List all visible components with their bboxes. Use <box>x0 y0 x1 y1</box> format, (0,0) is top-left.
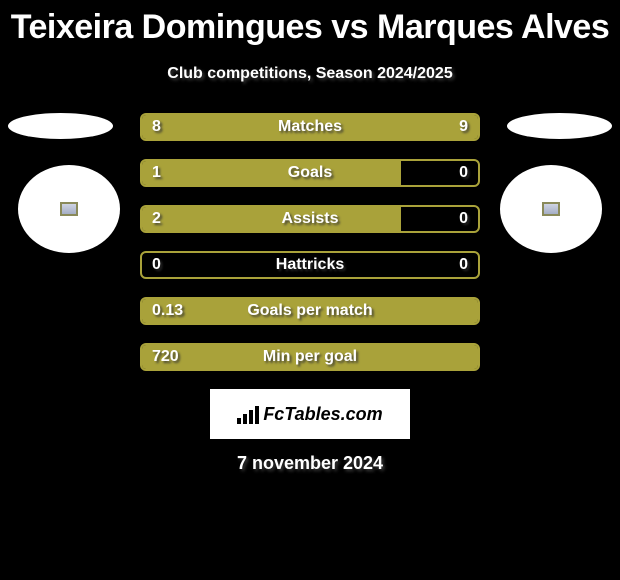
subtitle: Club competitions, Season 2024/2025 <box>0 65 620 83</box>
stat-label: Matches <box>278 118 342 136</box>
stat-right-value: 9 <box>459 118 468 136</box>
stat-row: 2 0 Assists <box>140 205 480 233</box>
stat-left-value: 0 <box>152 256 161 274</box>
stat-right-value: 0 <box>459 210 468 228</box>
player-right-club-ellipse <box>507 113 612 139</box>
stat-fill-left <box>142 115 300 139</box>
stat-row: 1 0 Goals <box>140 159 480 187</box>
brand-logo-text: FcTables.com <box>263 404 382 425</box>
stat-right-value: 0 <box>459 164 468 182</box>
stat-left-value: 0.13 <box>152 302 183 320</box>
page-title: Teixeira Domingues vs Marques Alves <box>0 0 620 47</box>
stat-label: Assists <box>282 210 339 228</box>
stat-label: Goals per match <box>247 302 372 320</box>
player-right-avatar <box>500 165 602 253</box>
stat-row: 8 9 Matches <box>140 113 480 141</box>
stat-left-value: 8 <box>152 118 161 136</box>
stat-left-value: 1 <box>152 164 161 182</box>
stat-row: 720 Min per goal <box>140 343 480 371</box>
stat-label: Goals <box>288 164 332 182</box>
stat-label: Hattricks <box>276 256 344 274</box>
stat-left-value: 2 <box>152 210 161 228</box>
player-left-flag-icon <box>60 202 78 216</box>
stat-fill-left <box>142 207 401 231</box>
player-left-avatar <box>18 165 120 253</box>
stat-bars: 8 9 Matches 1 0 Goals 2 0 Assists 0 0 Hattricks 0.13… <box>140 113 480 371</box>
stat-fill-left <box>142 161 401 185</box>
comparison-content: 8 9 Matches 1 0 Goals 2 0 Assists 0 0 Hattricks 0.13… <box>0 113 620 371</box>
brand-logo-icon <box>237 404 259 424</box>
stat-row: 0.13 Goals per match <box>140 297 480 325</box>
stat-right-value: 0 <box>459 256 468 274</box>
stat-label: Min per goal <box>263 348 357 366</box>
date-text: 7 november 2024 <box>0 453 620 474</box>
player-right-flag-icon <box>542 202 560 216</box>
player-left-club-ellipse <box>8 113 113 139</box>
brand-logo: FcTables.com <box>210 389 410 439</box>
stat-left-value: 720 <box>152 348 179 366</box>
stat-row: 0 0 Hattricks <box>140 251 480 279</box>
